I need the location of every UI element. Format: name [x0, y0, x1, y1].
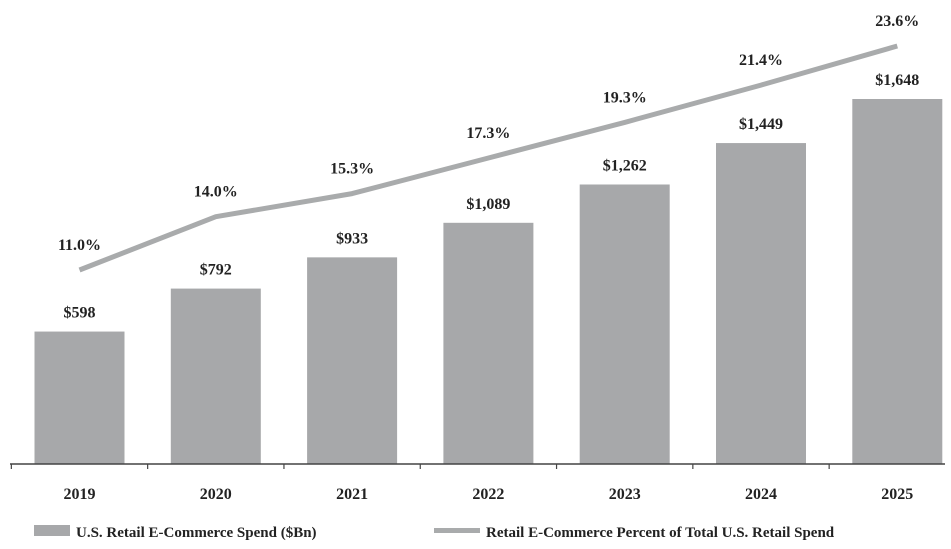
x-tick-label-2019: 2019: [64, 486, 96, 503]
line-series-percent: [78, 43, 898, 273]
line-value-label-2023: 19.3%: [603, 89, 647, 106]
bar-2021: [307, 257, 398, 464]
bar-2024: [716, 143, 806, 464]
line-labels-layer: 11.0% 14.0% 15.3% 17.3% 19.3% 21.4% 23.6%: [58, 13, 919, 254]
bar-value-label-2024: $1,449: [739, 116, 783, 133]
line-value-label-2025: 23.6%: [875, 13, 919, 30]
x-tick-label-2021: 2021: [336, 486, 368, 503]
bars-layer: [34, 99, 943, 464]
x-tick-label-2023: 2023: [609, 486, 641, 503]
x-tick-label-2025: 2025: [881, 486, 913, 503]
x-tick-label-2020: 2020: [200, 486, 232, 503]
x-tick-label-2024: 2024: [745, 486, 777, 503]
x-tick-label-2022: 2022: [472, 486, 504, 503]
line-value-label-2022: 17.3%: [466, 125, 510, 142]
line-value-label-2024: 21.4%: [739, 52, 783, 69]
legend-bar-swatch: [34, 525, 70, 536]
bar-value-label-2019: $598: [64, 305, 96, 322]
line-value-label-2019: 11.0%: [58, 237, 101, 254]
legend-line-label: Retail E-Commerce Percent of Total U.S. …: [486, 525, 835, 541]
bar-2022: [443, 222, 534, 464]
legend-bar-label: U.S. Retail E-Commerce Spend ($Bn): [76, 525, 317, 541]
bar-2025: [852, 99, 943, 464]
bar-labels-layer: $598 $792 $933 $1,089 $1,262 $1,449 $1,648: [64, 72, 920, 322]
bar-value-label-2023: $1,262: [603, 157, 647, 174]
bar-2019: [34, 331, 125, 464]
x-axis: 2019 2020 2021 2022 2023 2024 2025: [10, 463, 945, 503]
bar-value-label-2020: $792: [200, 262, 232, 279]
bar-2023: [579, 184, 670, 464]
legend-line-swatch: [434, 528, 480, 533]
legend: U.S. Retail E-Commerce Spend ($Bn) Retail…: [34, 525, 835, 541]
line-value-label-2021: 15.3%: [330, 161, 374, 178]
bar-value-label-2021: $933: [336, 230, 368, 247]
bar-value-label-2025: $1,648: [875, 72, 919, 89]
bar-2020: [170, 288, 261, 464]
line-layer: [78, 43, 898, 273]
line-value-label-2020: 14.0%: [194, 184, 238, 201]
bar-value-label-2022: $1,089: [466, 196, 510, 213]
